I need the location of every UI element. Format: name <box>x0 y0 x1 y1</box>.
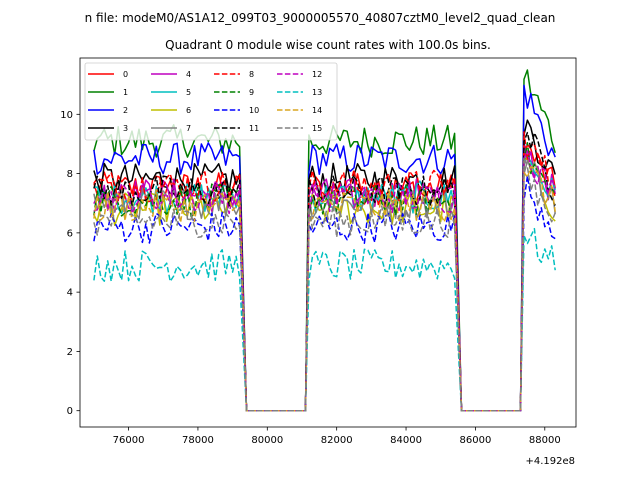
legend-label-1: 1 <box>123 88 128 97</box>
x-tick-label: 76000 <box>113 435 145 446</box>
legend-box <box>84 62 338 141</box>
legend-label-2: 2 <box>123 106 128 115</box>
y-tick-label: 8 <box>67 169 73 180</box>
legend-label-8: 8 <box>249 70 254 79</box>
legend-label-5: 5 <box>186 88 191 97</box>
ticks-layer: 76000 78000 80000 82000 84000 86000 88000 0 2 4 6 8… <box>60 110 560 446</box>
chart-title: Quadrant 0 module wise count rates with … <box>165 38 491 52</box>
legend-label-10: 10 <box>249 106 259 115</box>
series-line-1 <box>93 69 556 412</box>
legend-label-7: 7 <box>186 124 191 133</box>
series-line-8 <box>93 131 556 412</box>
x-tick-label: 86000 <box>460 435 492 446</box>
series-layer <box>93 69 556 412</box>
x-tick-label: 84000 <box>390 435 422 446</box>
legend-label-11: 11 <box>249 124 259 133</box>
legend-label-13: 13 <box>312 88 322 97</box>
y-tick-label: 0 <box>67 406 73 417</box>
y-tick-label: 2 <box>67 347 73 358</box>
legend-label-14: 14 <box>312 106 322 115</box>
legend-label-0: 0 <box>123 70 128 79</box>
y-tick-label: 10 <box>60 110 73 121</box>
legend-label-9: 9 <box>249 88 254 97</box>
figure-suptitle: n file: modeM0/AS1A12_099T03_9000005570_… <box>85 11 556 25</box>
legend-label-4: 4 <box>186 70 191 79</box>
series-line-14 <box>93 166 556 412</box>
series-line-12 <box>93 150 556 412</box>
x-tick-label: 82000 <box>321 435 353 446</box>
y-tick-label: 6 <box>67 228 73 239</box>
x-axis-offset-label: +4.192e8 <box>525 456 575 467</box>
legend-label-12: 12 <box>312 70 322 79</box>
axes-frame <box>79 57 577 428</box>
series-line-11 <box>93 131 556 412</box>
x-tick-label: 88000 <box>529 435 561 446</box>
x-tick-label: 80000 <box>251 435 283 446</box>
series-line-13 <box>93 227 556 412</box>
y-tick-label: 4 <box>67 288 73 299</box>
legend-label-3: 3 <box>123 124 128 133</box>
series-line-2 <box>93 84 556 412</box>
legend-label-15: 15 <box>312 124 322 133</box>
x-tick-label: 78000 <box>182 435 214 446</box>
series-line-15 <box>93 157 556 412</box>
legend-label-6: 6 <box>186 106 191 115</box>
